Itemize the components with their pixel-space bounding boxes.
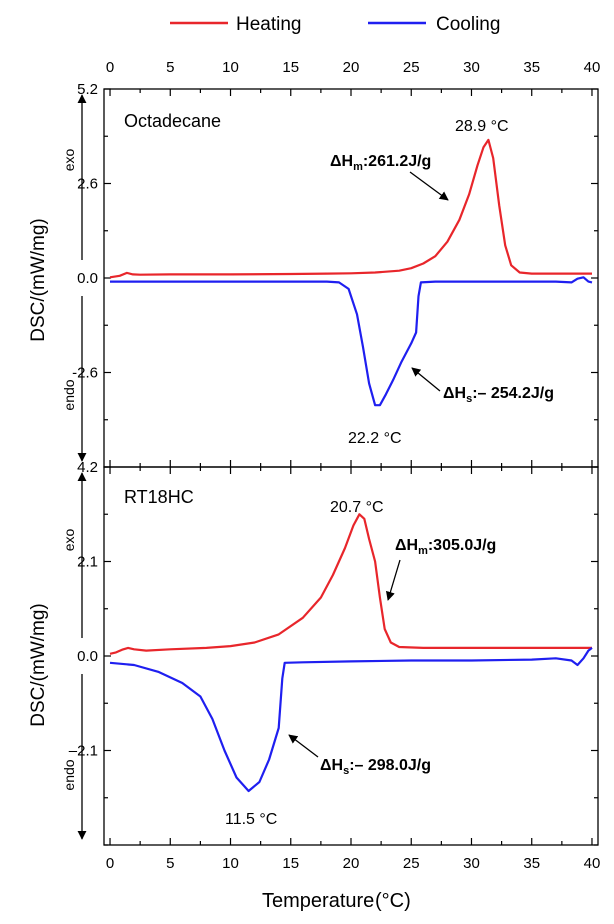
top-x-tick-label: 40 [584, 59, 601, 76]
heating-peak-label: 28.9 °C [455, 118, 509, 135]
cooling-curve [110, 276, 593, 407]
melting-enthalpy-label: ΔHm:261.2J/g [330, 153, 431, 173]
cooling-peak-label: 11.5 °C [225, 811, 277, 828]
panel-1: -2.6 0.0 2.6 5.2 Octadecane 28.9 °C 22.2 °C ΔHm… [28, 81, 599, 468]
panel-title: Octadecane [124, 111, 221, 131]
plot-panels: -2.6 0.0 2.6 5.2 Octadecane 28.9 °C 22.2 °C ΔHm… [28, 81, 599, 846]
heating-curve [109, 513, 592, 655]
bottom-x-tick-label: 5 [166, 855, 174, 872]
top-x-tick-labels: 0 5 10 15 20 25 30 35 40 [106, 59, 600, 76]
solidification-enthalpy-label: ΔHs:– 298.0J/g [320, 757, 431, 777]
y-tick-label: 5.2 [77, 81, 98, 98]
top-x-tick-label: 30 [463, 59, 480, 76]
cooling-curve [109, 647, 593, 793]
solidification-enthalpy-label: ΔHs:– 254.2J/g [443, 385, 554, 405]
legend-heating-label: Heating [236, 14, 302, 35]
top-x-tick-label: 5 [166, 59, 174, 76]
top-x-tick-label: 0 [106, 59, 114, 76]
cooling-peak-label: 22.2 °C [348, 430, 402, 447]
melting-enthalpy-arrow [409, 171, 449, 201]
x-axis-unit: (°C) [375, 890, 411, 912]
top-x-tick-label: 25 [403, 59, 420, 76]
y-tick-label: 0.0 [77, 648, 98, 665]
y-tick-label: 2.1 [77, 554, 98, 571]
bottom-x-tick-label: 15 [282, 855, 299, 872]
endo-label: endo [61, 379, 77, 410]
top-x-tick-label: 20 [343, 59, 360, 76]
y-tick-label: –2.1 [69, 743, 98, 760]
panel-2: –2.1 0.0 2.1 4.2 RT18HC 20.7 °C 11.5 °C ΔHm:305… [28, 459, 599, 846]
x-axis-label: Temperature [262, 890, 374, 912]
y-tick-label: -2.6 [72, 365, 98, 382]
y-tick-label: 4.2 [77, 459, 98, 476]
y-axis-label: DSC/(mW/mg) [28, 218, 49, 341]
legend: Heating Cooling [170, 14, 500, 35]
legend-cooling-label: Cooling [436, 14, 500, 35]
heating-peak-label: 20.7 °C [330, 499, 384, 516]
melting-enthalpy-arrow [385, 559, 401, 601]
panel-frame [103, 88, 599, 468]
y-axis-label: DSC/(mW/mg) [28, 603, 49, 726]
bottom-x-tick-label: 30 [463, 855, 480, 872]
exo-label: exo [61, 149, 77, 172]
solidification-enthalpy-arrow [411, 367, 441, 392]
top-x-tick-label: 10 [222, 59, 239, 76]
bottom-x-tick-label: 20 [343, 855, 360, 872]
top-x-tick-label: 35 [523, 59, 540, 76]
solidification-enthalpy-arrow [288, 734, 319, 758]
bottom-x-tick-label: 10 [222, 855, 239, 872]
bottom-x-tick-label: 40 [584, 855, 601, 872]
bottom-x-tick-label: 35 [523, 855, 540, 872]
panel-frame [103, 466, 599, 846]
bottom-x-tick-label: 25 [403, 855, 420, 872]
top-x-tick-label: 15 [282, 59, 299, 76]
panel-title: RT18HC [124, 487, 194, 507]
heating-curve [109, 138, 592, 279]
melting-enthalpy-label: ΔHm:305.0J/g [395, 537, 496, 557]
endo-label: endo [61, 759, 77, 790]
exo-label: exo [61, 529, 77, 552]
y-tick-label: 0.0 [77, 270, 98, 287]
bottom-x-tick-label: 0 [106, 855, 114, 872]
bottom-x-tick-labels: 0 5 10 15 20 25 30 35 40 [106, 855, 600, 872]
y-tick-label: 2.6 [77, 176, 98, 193]
